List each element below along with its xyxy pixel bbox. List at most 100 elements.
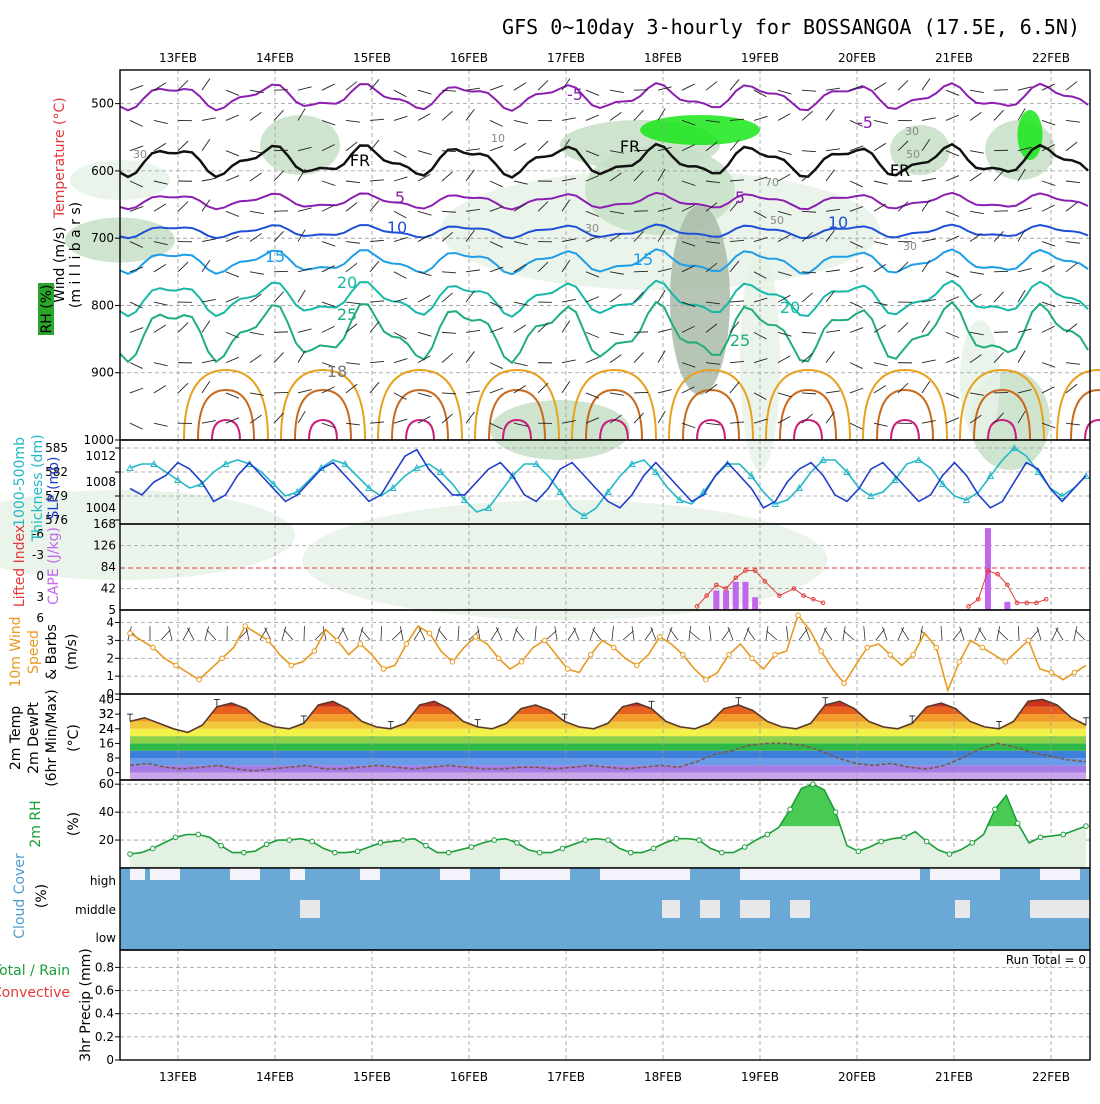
wind10-point <box>611 645 616 650</box>
rh2m-point <box>720 850 725 855</box>
wind10-point <box>980 645 985 650</box>
wind-barb <box>418 295 430 302</box>
wind10-barb <box>207 630 216 640</box>
wind10-barb <box>844 631 854 640</box>
wind10-barb <box>1074 626 1077 640</box>
rh2m-point <box>765 832 770 837</box>
y-tick-label: 0.8 <box>95 960 114 974</box>
wind-barb <box>658 351 665 363</box>
boundary-isotherm <box>863 370 947 440</box>
wind10-point <box>727 652 732 657</box>
boundary-isotherm <box>683 390 739 440</box>
wind10-barb <box>458 626 459 640</box>
date-label-bottom: 16FEB <box>450 1070 488 1084</box>
wind-barb <box>250 332 264 334</box>
wind-barb <box>658 329 672 332</box>
wind-barb <box>874 385 886 392</box>
wind10-line <box>130 615 1086 690</box>
cloud-gap-middle <box>300 900 320 918</box>
rh-region <box>490 400 630 460</box>
wind-barb <box>922 79 930 91</box>
wind10-barb <box>709 626 711 640</box>
wind10-point <box>220 656 225 661</box>
wind-barb <box>826 270 840 272</box>
date-label-top: 15FEB <box>353 51 391 65</box>
wind-barb <box>634 110 644 120</box>
date-label-bottom: 22FEB <box>1032 1070 1070 1084</box>
isotherm-label: 15 <box>633 250 653 269</box>
wind10-barb <box>882 627 887 640</box>
temp-tick-label: 32 <box>99 707 114 721</box>
rh2m-point <box>196 832 201 837</box>
wind10-point <box>888 652 893 657</box>
y-tick-label: 4 <box>106 616 114 630</box>
rh2m-point <box>970 841 975 846</box>
wind10-point <box>796 613 801 618</box>
wind10-point <box>197 677 202 682</box>
wind10-barb <box>1056 628 1063 640</box>
wind-barb <box>346 263 357 272</box>
temperature-band <box>120 751 1090 758</box>
isotherm-label: 25 <box>730 331 750 350</box>
wind-barb <box>802 414 813 423</box>
wind-barb <box>850 388 863 393</box>
wind-barb <box>514 363 528 366</box>
cape-bar <box>742 582 748 610</box>
isotherm-label: 5 <box>395 188 405 207</box>
wind10-barb <box>496 627 502 640</box>
wind-barb <box>1042 181 1055 186</box>
rh2m-point <box>219 843 224 848</box>
boundary-isotherm <box>877 390 933 440</box>
wind-barb <box>946 418 959 423</box>
wind10-barb <box>187 628 194 640</box>
lifted-tick-label: 0 <box>36 569 44 583</box>
rh2m-point <box>1061 832 1066 837</box>
wind10-label-1: 10m Wind <box>8 616 24 687</box>
wind-barb <box>394 211 406 218</box>
wind10-point <box>1072 670 1077 675</box>
rh2m-point <box>947 852 952 857</box>
rh-contour-label: 30 <box>585 222 599 235</box>
rh2m-point <box>150 846 155 851</box>
temp-tick-label: 24 <box>99 722 114 736</box>
wind-barb <box>154 143 166 150</box>
wind-barb <box>442 353 453 362</box>
wind-barb <box>946 176 959 181</box>
cloud-gap-middle <box>790 900 810 918</box>
wind-barb <box>874 181 888 184</box>
rh2m-point <box>173 835 178 840</box>
wind-barb <box>538 80 548 90</box>
wind10-barb <box>670 629 678 640</box>
precip-convective-label: Convective <box>0 985 70 1001</box>
wind-barb <box>250 173 261 181</box>
date-label-bottom: 21FEB <box>935 1070 973 1084</box>
wind-barb <box>1066 82 1077 91</box>
wind10-barb <box>960 627 964 640</box>
wind-barb <box>922 360 936 363</box>
lifted-tick-label: -3 <box>32 548 44 562</box>
thickness-label-1: 1000-500mb <box>12 437 28 527</box>
wind-barb <box>130 328 143 333</box>
temperature-band <box>120 714 1090 721</box>
rh-legend-label: RH (%) <box>39 285 55 334</box>
slp-tick-label: 1004 <box>85 501 116 515</box>
wind-barb <box>298 351 305 363</box>
wind-barb <box>298 208 312 211</box>
wind-barb <box>994 231 1004 241</box>
wind-barb <box>1066 242 1080 244</box>
y-tick-label: 600 <box>91 164 114 178</box>
rh2m-point <box>993 807 998 812</box>
wind-barb <box>658 290 665 302</box>
temperature-band <box>120 692 1090 699</box>
cape-tick-label: 42 <box>101 582 116 596</box>
wind-barb <box>274 231 284 241</box>
wind-barb <box>1018 208 1032 211</box>
temperature-band <box>120 743 1090 750</box>
wind10-barb <box>513 627 518 640</box>
y-tick-label: 700 <box>91 231 114 245</box>
boundary-isotherm <box>697 420 725 440</box>
wind-barb <box>802 332 816 333</box>
wind10-barb <box>979 628 986 640</box>
